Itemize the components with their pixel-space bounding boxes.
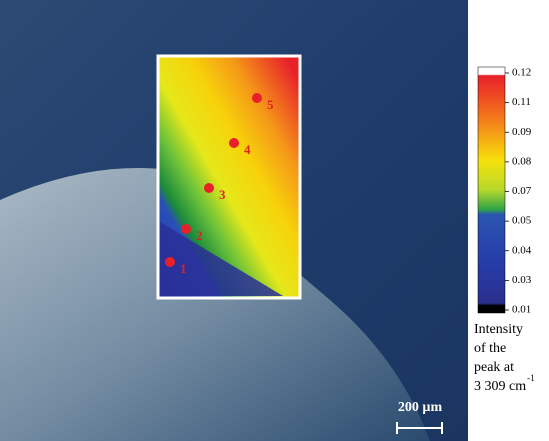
colorbar-tick-label: 0.11 — [512, 96, 531, 108]
colorbar-tick-label: 0.08 — [512, 155, 532, 167]
colorbar-caption: Intensity — [474, 322, 523, 337]
colorbar-caption: peak at — [474, 360, 514, 375]
point-label: 5 — [267, 97, 274, 112]
colorbar-caption-sup: -1 — [527, 373, 535, 383]
colorbar-tick-label: 0.07 — [512, 185, 532, 197]
measurement-point — [229, 138, 239, 148]
point-label: 3 — [219, 187, 226, 202]
colorbar-tick-label: 0.05 — [512, 215, 532, 227]
colorbar-caption: of the — [474, 341, 506, 356]
colorbar-tick-label: 0.01 — [512, 304, 531, 316]
colorbar-tick-label: 0.04 — [512, 244, 532, 256]
measurement-point — [181, 224, 191, 234]
colorbar-caption: 3 309 cm — [474, 379, 526, 394]
page: 200 µm 0.12 0.11 0.09 0.08 0.07 0.05 0.04 0.03 0… — [0, 0, 549, 441]
measurement-point — [252, 93, 262, 103]
point-label: 4 — [244, 142, 251, 157]
colorbar-tick-label: 0.03 — [512, 274, 532, 286]
measurement-point — [165, 257, 175, 267]
colorbar-tick-label: 0.09 — [512, 126, 532, 138]
point-label: 2 — [196, 228, 203, 243]
scale-bar-label: 200 µm — [398, 400, 443, 415]
measurement-point — [204, 183, 214, 193]
colorbar-tick-label: 0.12 — [512, 67, 531, 79]
colorbar — [478, 67, 505, 313]
figure: 200 µm 0.12 0.11 0.09 0.08 0.07 0.05 0.04 0.03 0… — [0, 0, 549, 441]
point-label: 1 — [180, 261, 187, 276]
